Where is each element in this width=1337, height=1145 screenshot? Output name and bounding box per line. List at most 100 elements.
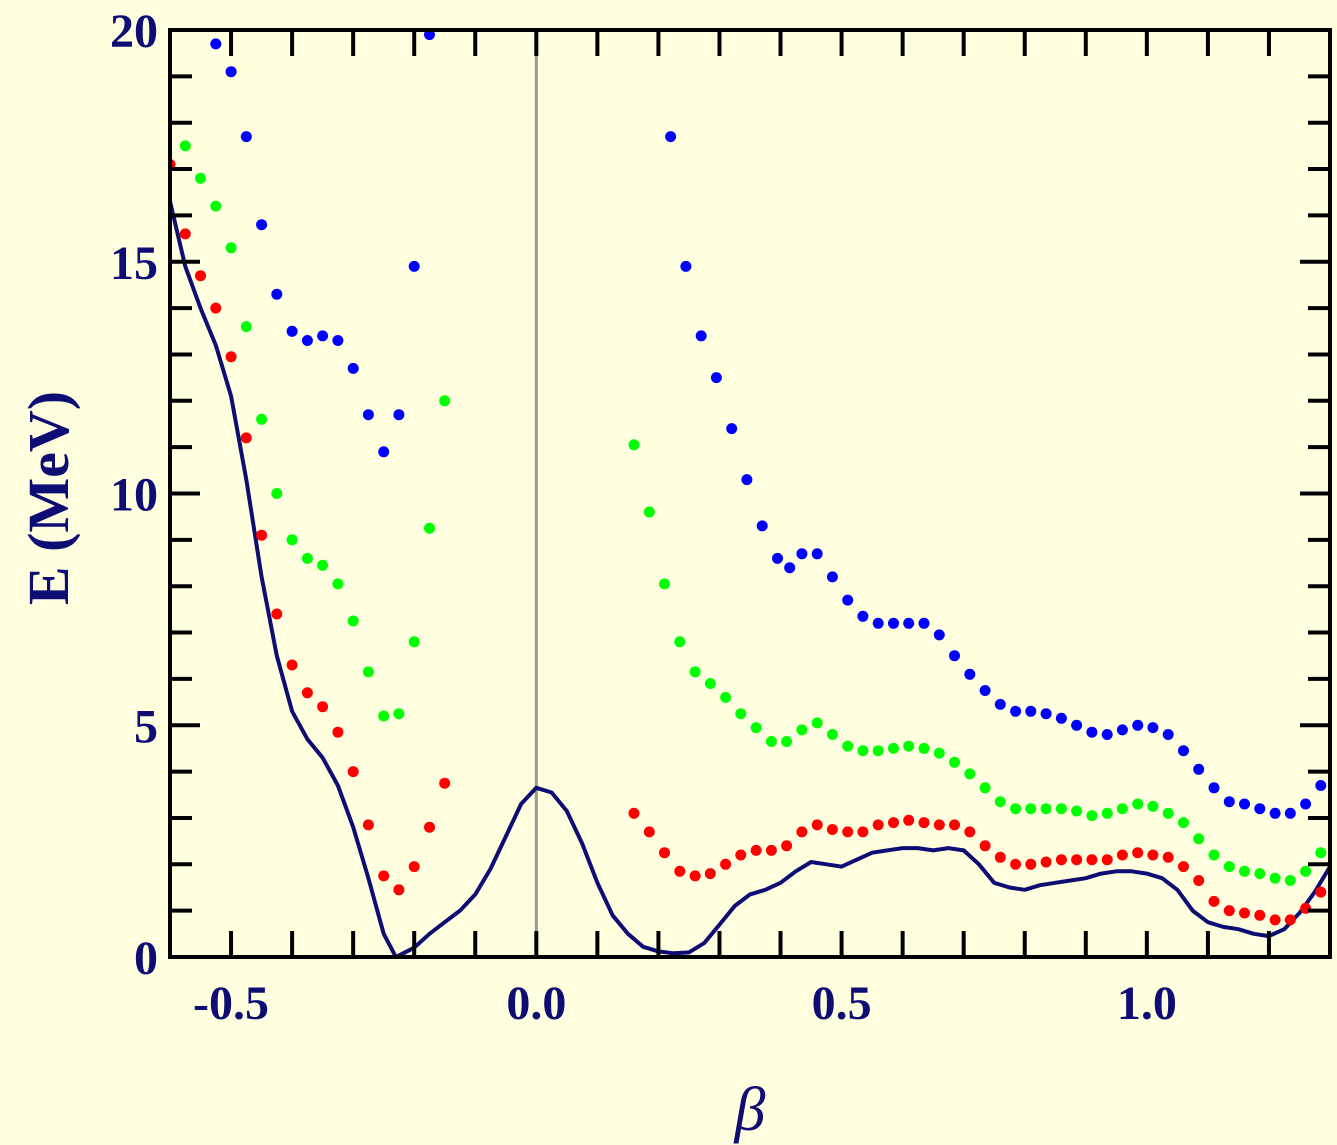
data-point-red	[903, 814, 915, 826]
series-red	[170, 158, 1327, 926]
data-point-blue	[1269, 807, 1281, 819]
data-point-green	[1178, 817, 1189, 829]
data-point-blue	[796, 548, 808, 560]
data-point-red	[1239, 907, 1250, 919]
data-point-green	[933, 747, 945, 759]
data-point-green	[720, 691, 732, 703]
x-tick-label: 0.0	[506, 977, 566, 1030]
data-point-blue	[888, 617, 899, 629]
data-point-red	[1162, 851, 1174, 863]
data-point-blue	[933, 629, 945, 641]
data-point-red	[720, 858, 732, 870]
data-point-green	[1315, 847, 1327, 859]
data-point-red	[1071, 854, 1083, 866]
data-point-green	[689, 666, 701, 678]
data-point-red	[1086, 854, 1098, 866]
data-point-blue	[347, 362, 359, 374]
data-point-blue	[1254, 803, 1266, 815]
data-point-green	[857, 745, 869, 757]
data-point-blue	[271, 288, 283, 300]
data-point-green	[439, 395, 451, 407]
data-point-blue	[918, 617, 930, 629]
data-point-blue	[1116, 724, 1128, 736]
data-point-green	[195, 172, 206, 184]
data-point-blue	[362, 409, 374, 421]
data-point-red	[256, 529, 268, 541]
data-point-green	[888, 742, 899, 754]
data-point-red	[674, 865, 686, 877]
data-point-red	[689, 870, 701, 882]
data-point-red	[826, 824, 838, 835]
data-point-green	[1025, 803, 1037, 815]
data-point-red	[1010, 858, 1022, 870]
data-points-layer	[170, 30, 1327, 926]
data-point-green	[842, 740, 854, 752]
y-axis-title: E (MeV)	[16, 391, 81, 605]
data-point-red	[918, 817, 930, 829]
data-point-red	[979, 840, 991, 852]
data-point-blue	[1147, 722, 1159, 734]
y-tick-label: 0	[134, 932, 158, 985]
data-point-blue	[756, 520, 768, 532]
data-point-green	[765, 736, 777, 747]
data-point-blue	[741, 474, 753, 486]
data-point-red	[1055, 854, 1067, 866]
data-point-red	[1040, 856, 1052, 868]
data-point-blue	[1284, 807, 1296, 819]
data-point-green	[179, 140, 191, 152]
data-point-green	[826, 729, 838, 740]
energy-curve-layer	[170, 201, 1330, 957]
data-point-blue	[994, 698, 1006, 710]
data-point-green	[1269, 872, 1281, 884]
data-point-blue	[1315, 780, 1327, 791]
data-point-green	[1223, 861, 1235, 873]
data-point-blue	[872, 617, 884, 629]
series-green	[179, 140, 1327, 886]
data-point-blue	[964, 668, 976, 680]
data-point-blue	[826, 571, 838, 583]
data-point-blue	[225, 66, 237, 78]
data-point-green	[1147, 800, 1159, 812]
data-point-green	[796, 724, 808, 736]
data-point-red	[933, 819, 945, 831]
data-point-green	[1239, 865, 1250, 877]
data-point-blue	[1055, 712, 1067, 724]
data-point-green	[750, 722, 762, 734]
data-point-green	[735, 708, 747, 720]
data-point-green	[332, 578, 344, 590]
data-point-green	[994, 796, 1006, 808]
y-tick-label: 5	[134, 700, 158, 753]
data-point-blue	[1010, 705, 1022, 717]
data-point-blue	[726, 423, 738, 435]
data-point-blue	[784, 562, 796, 574]
data-point-red	[1147, 849, 1159, 861]
data-point-red	[1178, 861, 1189, 873]
data-point-blue	[1223, 796, 1235, 808]
data-point-blue	[665, 131, 677, 143]
data-point-green	[301, 552, 313, 564]
data-point-red	[1193, 875, 1205, 886]
data-point-green	[1086, 810, 1098, 822]
data-point-blue	[332, 335, 344, 346]
data-point-green	[362, 666, 374, 678]
y-tick-label: 15	[110, 237, 158, 290]
data-point-red	[225, 351, 237, 363]
data-point-blue	[772, 552, 783, 564]
data-point-red	[439, 777, 451, 789]
data-point-blue	[680, 260, 692, 272]
data-point-blue	[1132, 719, 1144, 731]
data-point-blue	[424, 30, 435, 41]
energy-curve	[170, 201, 1330, 957]
data-point-red	[1132, 847, 1144, 859]
data-point-blue	[1208, 782, 1220, 794]
data-point-green	[643, 506, 655, 518]
x-tick-label: 0.5	[812, 977, 872, 1030]
data-point-red	[424, 821, 435, 833]
data-point-green	[979, 782, 991, 794]
x-axis-title: β	[734, 1076, 766, 1144]
data-point-blue	[1193, 763, 1205, 775]
data-point-red	[1208, 895, 1220, 907]
data-point-green	[659, 578, 670, 590]
data-point-green	[1055, 803, 1067, 815]
